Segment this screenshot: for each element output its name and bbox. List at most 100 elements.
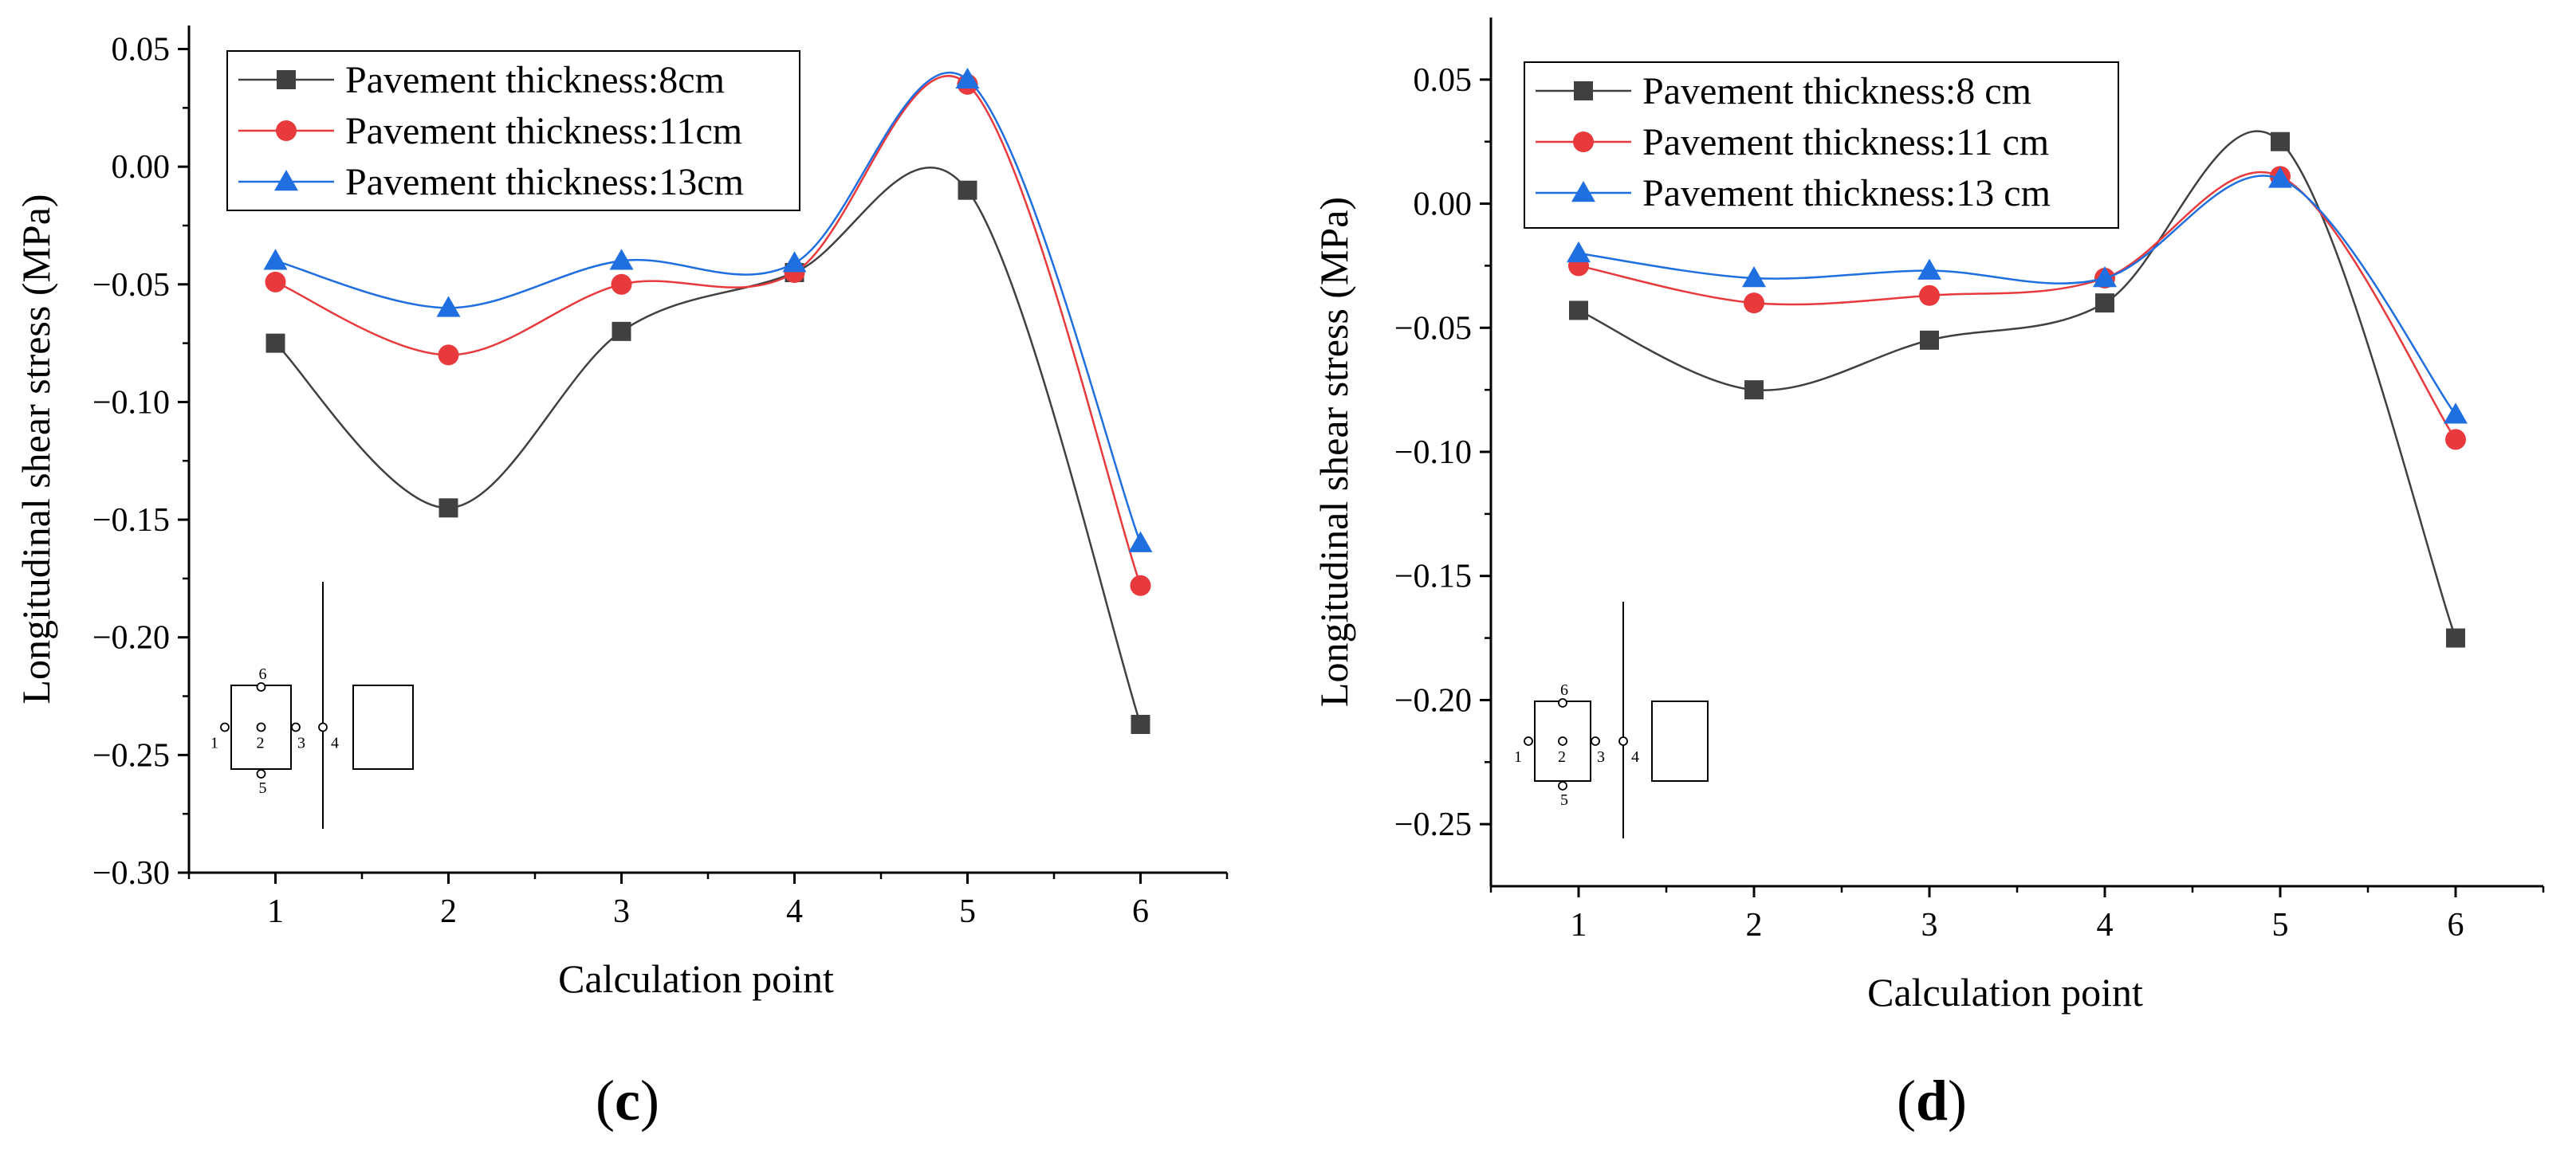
- inset-point-label: 4: [1631, 748, 1639, 766]
- data-point: [438, 344, 459, 366]
- chart-panel-c: 0.05 0.00 −0.05 −0.10 −0.15 −0.20 −0.25 −0.30 1 2…: [14, 26, 1229, 1132]
- y-axis-title: Longitudinal shear stress (MPa): [14, 194, 58, 704]
- x-tick-label: 2: [1746, 907, 1763, 944]
- inset-point-label: 6: [259, 665, 267, 683]
- legend-label: Pavement thickness:13cm: [345, 161, 744, 203]
- series-1: [265, 167, 1150, 734]
- chart-panel-d: 0.05 0.00 −0.05 −0.10 −0.15 −0.20 −0.25 1 2 3 4 5 6 L…: [1312, 18, 2545, 1132]
- inset-point-label: 3: [297, 735, 305, 752]
- data-point: [2445, 429, 2466, 450]
- legend-marker: [274, 170, 298, 191]
- data-point: [2095, 293, 2114, 313]
- legend-label: Pavement thickness:8cm: [345, 59, 725, 101]
- series-line: [274, 167, 1142, 725]
- data-point: [265, 271, 286, 292]
- y-tick-label: −0.30: [92, 855, 170, 892]
- legend: Pavement thickness:8 cm Pavement thicknes…: [1524, 61, 2119, 229]
- panel-label-close-paren: ): [640, 1069, 659, 1132]
- inset-point-marker: [291, 722, 301, 732]
- inset-point-label: 4: [331, 735, 339, 752]
- data-point: [2271, 131, 2290, 151]
- inset-point-marker: [1558, 698, 1567, 708]
- data-point: [1917, 258, 1941, 280]
- inset-adjacent-box: [1651, 701, 1709, 782]
- y-tick-label: −0.05: [1394, 310, 1472, 347]
- inset-point-marker: [256, 682, 266, 692]
- y-axis-title: Longitudinal shear stress (MPa): [1312, 197, 1356, 707]
- legend-label: Pavement thickness:8 cm: [1642, 70, 2031, 112]
- legend-box: [1524, 61, 2119, 229]
- x-tick-label: 1: [267, 893, 284, 930]
- x-tick-label: 5: [959, 893, 976, 930]
- y-tick-label: 0.05: [1414, 62, 1473, 99]
- cross-section-inset: 6 1 2 3 4 5: [210, 582, 414, 829]
- series-line: [1578, 171, 2457, 441]
- panel-label-open-paren: (: [596, 1069, 615, 1132]
- data-point: [611, 273, 632, 295]
- inset-point-label: 6: [1560, 681, 1568, 699]
- inset-point-marker: [256, 769, 266, 779]
- legend-label: Pavement thickness:13 cm: [1642, 172, 2051, 214]
- data-point: [955, 67, 980, 89]
- data-point: [782, 251, 807, 273]
- y-tick-label: 0.00: [1414, 186, 1473, 223]
- y-tick-label: −0.05: [92, 267, 170, 304]
- inset-point-label: 1: [1514, 748, 1522, 766]
- series-3: [263, 67, 1153, 552]
- data-point: [1569, 300, 1588, 320]
- x-tick-label: 5: [2272, 907, 2289, 944]
- inset-point-label: 5: [259, 779, 267, 797]
- inset-point-marker: [1558, 781, 1567, 791]
- inset-point-marker: [318, 722, 328, 732]
- data-point: [1128, 531, 1153, 552]
- legend-label: Pavement thickness:11cm: [345, 110, 742, 152]
- y-tick-label: −0.10: [1394, 434, 1472, 471]
- inset-point-marker: [1591, 736, 1600, 746]
- legend-marker: [1573, 131, 1594, 152]
- y-tick-label: −0.25: [92, 737, 170, 774]
- inset-point-marker: [1558, 736, 1567, 746]
- panel-label-letter: c: [615, 1069, 640, 1132]
- y-tick-label: −0.15: [1394, 559, 1472, 595]
- x-axis-title: Calculation point: [558, 956, 834, 1001]
- y-tick-label: −0.20: [92, 620, 170, 657]
- series-1: [1569, 130, 2465, 648]
- data-point: [1567, 241, 1591, 263]
- x-tick-label: 4: [2097, 907, 2114, 944]
- y-tick-label: −0.10: [92, 384, 170, 421]
- legend-label: Pavement thickness:11 cm: [1642, 121, 2049, 163]
- panel-label-open-paren: (: [1897, 1069, 1916, 1132]
- data-point: [1744, 292, 1764, 314]
- x-tick-label: 3: [1921, 907, 1938, 944]
- inset-point-label: 1: [210, 735, 218, 752]
- data-point: [2444, 402, 2468, 424]
- inset-point-label: 3: [1597, 748, 1605, 766]
- x-tick-label: 6: [2448, 907, 2464, 944]
- x-tick-label: 6: [1132, 893, 1149, 930]
- y-tick-label: 0.05: [112, 32, 171, 69]
- panel-label: (c): [596, 1069, 659, 1132]
- legend-marker: [1571, 181, 1595, 202]
- panel-label: (d): [1897, 1069, 1967, 1132]
- data-point: [439, 498, 458, 518]
- inset-point-label: 2: [257, 735, 265, 752]
- data-point: [265, 333, 285, 353]
- data-point: [2268, 167, 2292, 188]
- legend-marker: [1574, 81, 1593, 100]
- data-point: [1131, 714, 1150, 734]
- inset-point-marker: [1524, 736, 1533, 746]
- data-point: [1130, 575, 1151, 596]
- cross-section-inset: 6 1 2 3 4 5: [1514, 602, 1709, 838]
- data-point: [1742, 266, 1766, 288]
- y-tick-label: 0.00: [112, 149, 171, 186]
- data-point: [958, 180, 977, 200]
- inset-point-label: 2: [1558, 748, 1566, 766]
- x-tick-label: 2: [440, 893, 457, 930]
- inset-point-marker: [1618, 736, 1628, 746]
- x-tick-label: 3: [613, 893, 630, 930]
- panel-label-close-paren: ): [1948, 1069, 1967, 1132]
- y-tick-label: −0.15: [92, 502, 170, 539]
- inset-adjacent-box: [352, 685, 414, 770]
- data-point: [263, 249, 288, 270]
